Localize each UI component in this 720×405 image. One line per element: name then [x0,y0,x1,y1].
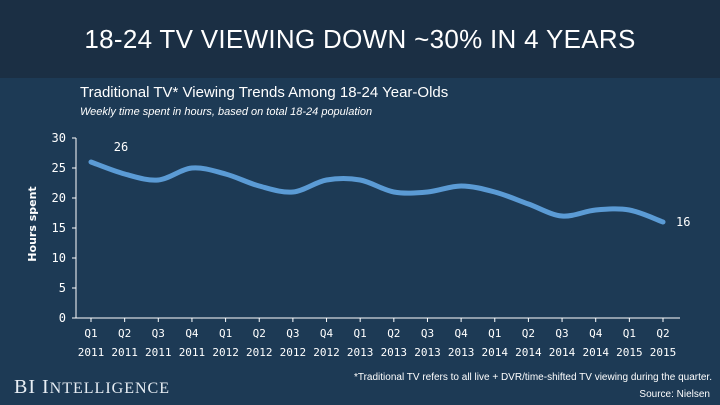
x-tick-label-year: 2011 [78,346,105,359]
data-point [392,190,396,194]
chart-title: Traditional TV* Viewing Trends Among 18-… [80,84,449,101]
x-tick-label-quarter: Q3 [286,327,299,340]
x-tick-label-quarter: Q1 [354,327,367,340]
source-note: Source: Nielsen [639,389,710,400]
data-point [459,184,463,188]
data-point [526,202,530,206]
data-point [123,172,127,176]
x-tick-label-year: 2013 [414,346,441,359]
x-tick-label-year: 2012 [246,346,273,359]
data-point [89,160,93,164]
y-tick-label: 25 [52,161,66,175]
x-tick-label-quarter: Q1 [488,327,501,340]
y-tick-label: 10 [52,251,66,265]
x-tick-label-year: 2011 [145,346,172,359]
x-tick-label-year: 2013 [347,346,374,359]
x-tick-label-quarter: Q2 [118,327,131,340]
x-tick-label-quarter: Q2 [253,327,266,340]
x-tick-label-year: 2014 [582,346,609,359]
line-chart: 0 5 10 15 20 25 30 Hours spent Q1 2011 Q2 2011 Q3 201… [26,131,690,359]
y-tick-label: 0 [59,311,66,325]
data-point [358,178,362,182]
x-tick-label-quarter: Q1 [219,327,232,340]
data-point [291,190,295,194]
x-tick-label-year: 2012 [212,346,239,359]
y-tick-label: 20 [52,191,66,205]
data-point [661,220,665,224]
data-label: 26 [114,140,128,154]
x-tick-label-quarter: Q2 [656,327,669,340]
x-tick-label-year: 2013 [448,346,475,359]
x-tick-label-quarter: Q1 [623,327,636,340]
data-point [156,178,160,182]
data-point [190,166,194,170]
x-tick-label-quarter: Q3 [555,327,568,340]
x-tick-label-year: 2014 [482,346,509,359]
x-tick-label-year: 2014 [515,346,542,359]
data-point [493,190,497,194]
data-point [224,172,228,176]
x-tick-label-quarter: Q4 [185,327,199,340]
x-tick-label-year: 2011 [179,346,206,359]
data-point [425,190,429,194]
x-tick-label-quarter: Q2 [387,327,400,340]
data-point [325,178,329,182]
y-axis-label: Hours spent [26,186,39,261]
page-title: 18-24 TV VIEWING DOWN ~30% IN 4 YEARS [84,24,636,54]
bi-intelligence-logo: BI INTELLIGENCE [14,376,170,398]
x-tick-label-quarter: Q2 [522,327,535,340]
x-tick-label-quarter: Q4 [454,327,468,340]
x-tick-label-quarter: Q4 [320,327,334,340]
x-tick-label-year: 2015 [650,346,677,359]
x-tick-label-year: 2014 [549,346,576,359]
footnote: *Traditional TV refers to all live + DVR… [353,372,712,383]
x-tick-label-quarter: Q4 [589,327,603,340]
header-band [0,0,720,78]
x-tick-label-quarter: Q3 [152,327,165,340]
x-tick-label-year: 2013 [381,346,408,359]
x-tick-label-year: 2011 [111,346,138,359]
y-tick-label: 15 [52,221,66,235]
x-tick-label-year: 2012 [280,346,307,359]
data-point [627,208,631,212]
data-point [257,184,261,188]
chart-subtitle: Weekly time spent in hours, based on tot… [80,106,373,118]
data-label: 16 [676,215,690,229]
x-tick-label-quarter: Q3 [421,327,434,340]
y-tick-label: 5 [59,281,66,295]
x-tick-label-quarter: Q1 [84,327,97,340]
series-line [88,159,666,225]
y-tick-label: 30 [52,131,66,145]
x-tick-label-year: 2015 [616,346,643,359]
data-point [594,208,598,212]
data-point [560,214,564,218]
x-tick-label-year: 2012 [313,346,340,359]
